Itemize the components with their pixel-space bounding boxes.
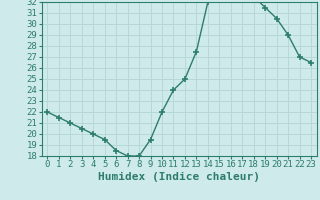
X-axis label: Humidex (Indice chaleur): Humidex (Indice chaleur) <box>98 172 260 182</box>
